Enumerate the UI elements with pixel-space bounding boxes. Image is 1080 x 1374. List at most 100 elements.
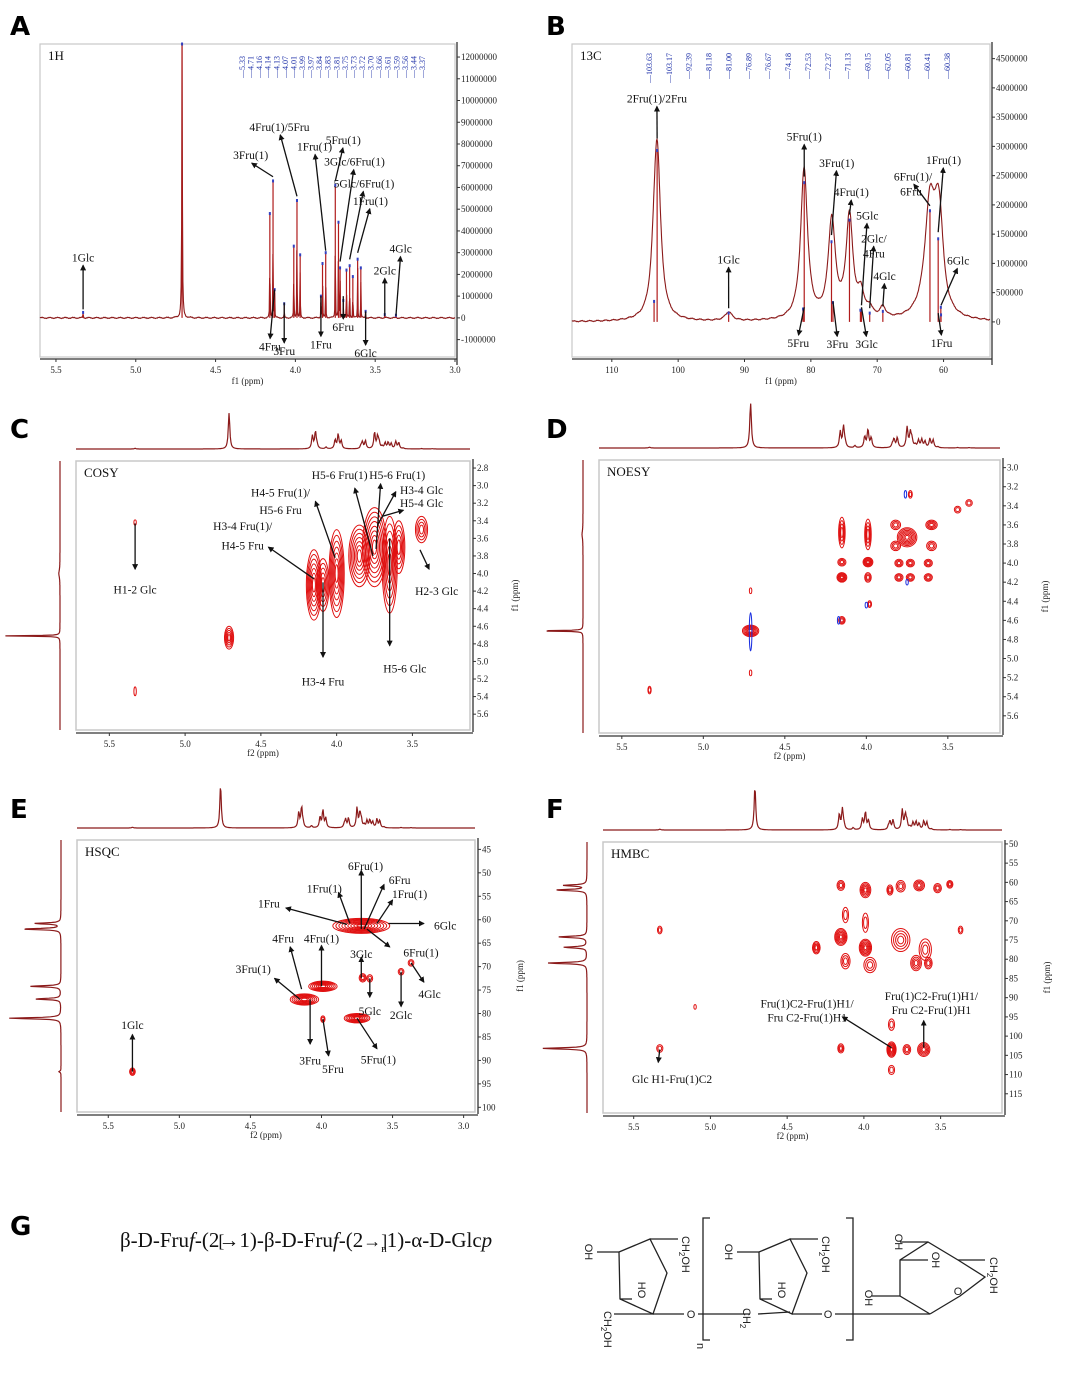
peak-assignment: 5Fru(1)	[787, 132, 822, 144]
atom-label: O	[687, 1309, 696, 1321]
contour	[838, 882, 844, 889]
peak-marker	[268, 212, 271, 216]
cross-peak	[925, 519, 938, 531]
cross-peak-assignment: Fru(1)C2-Fru(1)H1/	[760, 998, 854, 1010]
peak-marker	[82, 310, 85, 314]
annotation-arrow	[273, 977, 301, 1000]
contour	[293, 994, 316, 1005]
cross-peak	[862, 556, 874, 568]
annotation-arrow	[937, 313, 944, 337]
cross-peak-assignment: Fru C2-Fru(1)H1	[892, 1005, 972, 1017]
peak-label: —72.37	[824, 53, 833, 80]
peak-label: —60.81	[903, 53, 912, 80]
annotation-arrow	[376, 490, 397, 526]
panel-label-b: B	[546, 12, 566, 42]
cross-peak	[133, 686, 137, 697]
cross-peak	[811, 941, 821, 955]
atom-label: OH	[862, 1290, 874, 1307]
contour	[865, 559, 871, 565]
peak-marker	[339, 266, 342, 270]
ch2oh-group: CH2OH	[677, 1236, 691, 1273]
peak-assignment: 1Glc	[72, 252, 94, 264]
peak-assignment: 5Glc/6Fru(1)	[334, 178, 395, 190]
cross-peak-assignment: 5Fru	[322, 1064, 344, 1076]
spectrum-title: COSY	[84, 465, 119, 480]
contour	[227, 634, 231, 642]
contour	[865, 525, 871, 544]
contour	[418, 524, 425, 535]
contour	[895, 879, 906, 893]
contour	[893, 930, 909, 950]
contour	[310, 572, 317, 598]
peak-marker	[345, 268, 348, 272]
contour	[891, 521, 900, 529]
peak-marker	[653, 299, 656, 303]
contour	[813, 943, 819, 952]
contour	[224, 627, 234, 648]
contour	[898, 883, 904, 890]
cross-peak	[836, 616, 841, 625]
contour	[297, 996, 312, 1003]
peak-label: —3.84	[315, 56, 324, 79]
peak-label: —60.41	[923, 53, 932, 80]
contour	[866, 528, 870, 541]
spectrum-title: 1H	[48, 48, 64, 63]
x-tick-label: 5.5	[50, 365, 62, 375]
contour	[863, 557, 873, 567]
cross-peak	[864, 572, 872, 583]
contour	[894, 558, 904, 568]
peak-marker	[868, 311, 871, 315]
peak-label: —4.14	[264, 56, 273, 79]
x-tick-label: 3.0	[449, 365, 461, 375]
contour	[896, 560, 902, 566]
cross-peak-assignment: H3-4 Fru	[302, 677, 345, 689]
contour	[887, 1018, 896, 1031]
formula-part: p	[481, 1228, 493, 1252]
cross-peak	[224, 625, 235, 650]
annotation-arrow	[288, 945, 303, 990]
annotation-arrow	[847, 199, 854, 215]
peak-label: —62.05	[883, 53, 892, 80]
annotation-arrow	[339, 168, 356, 262]
x-tick-label: 5.5	[103, 1121, 115, 1131]
contour	[862, 886, 869, 895]
peak-marker	[727, 311, 730, 315]
f2-projection	[603, 790, 1002, 831]
y-tick-label: 4.4	[1007, 596, 1019, 606]
contour	[393, 525, 405, 570]
contour	[888, 887, 892, 893]
y-tick-label: 2.8	[477, 463, 489, 473]
peak-assignment: 3Glc/6Fru(1)	[324, 157, 385, 169]
contour	[910, 954, 922, 972]
x-axis-title: f2 (ppm)	[774, 751, 806, 761]
y-tick-label: 95	[1009, 1012, 1019, 1022]
peak-marker	[881, 309, 884, 313]
contour	[657, 927, 662, 933]
cross-peak-assignment: 1Glc	[121, 1020, 143, 1032]
spectrum-trace	[39, 43, 456, 320]
contour	[334, 564, 339, 583]
cross-peak	[863, 956, 877, 974]
contour	[895, 933, 907, 947]
peak-marker	[337, 220, 340, 224]
y-tick-label: 3.6	[1007, 520, 1019, 530]
annotation-arrow	[267, 546, 315, 580]
contour	[367, 525, 382, 569]
contour	[693, 1004, 697, 1010]
peak-label: —3.73	[349, 56, 358, 79]
contour	[330, 540, 343, 607]
contour	[331, 546, 342, 601]
peak-label: —4.71	[247, 56, 256, 79]
x-axis-title: f2 (ppm)	[777, 1131, 809, 1141]
annotation-arrow	[357, 207, 372, 254]
cross-peak	[926, 540, 937, 552]
noesy-spectrum: 3.0 3.2 3.4 3.6 3.8 4.0 4.2 4.4 4.6 4.8 5.0 5.2 5.4 5…	[546, 403, 1050, 761]
cross-peak	[656, 925, 663, 935]
bond	[899, 1241, 987, 1315]
contour	[748, 612, 753, 652]
contour	[928, 543, 935, 549]
formula-part: f	[332, 1228, 339, 1252]
y-tick-label: 75	[1009, 935, 1019, 945]
y-tick-label: 105	[1009, 1050, 1023, 1060]
bond	[618, 1238, 668, 1315]
